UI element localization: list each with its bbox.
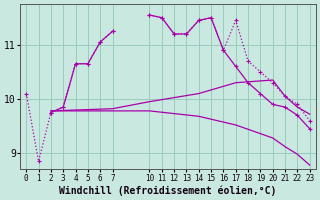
X-axis label: Windchill (Refroidissement éolien,°C): Windchill (Refroidissement éolien,°C) bbox=[59, 185, 277, 196]
